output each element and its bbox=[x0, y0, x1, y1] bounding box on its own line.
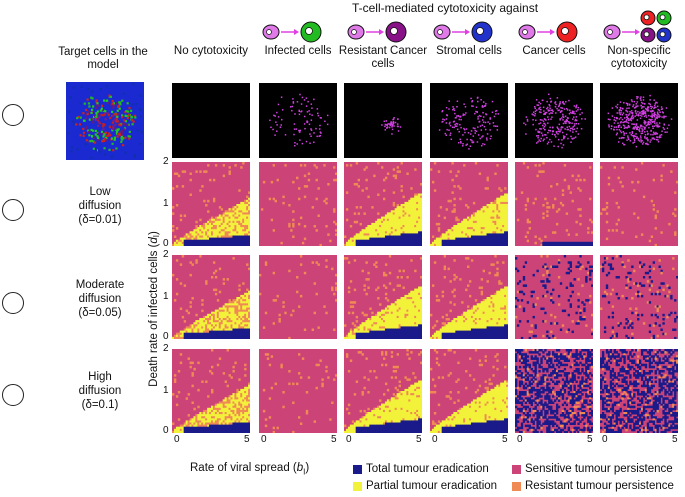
phase-panel-r1-c2 bbox=[344, 162, 422, 246]
legend-swatch-0 bbox=[353, 465, 362, 474]
phase-panel-r3-c3 bbox=[430, 349, 508, 433]
phase-panel-r2-c3 bbox=[430, 255, 508, 339]
row-label-d: High diffusion (δ=0.1) bbox=[60, 370, 140, 412]
x-tick-label: 0 bbox=[174, 434, 180, 445]
y-tick-label: 2 bbox=[163, 249, 169, 260]
resistant-cancer-cell-icon bbox=[347, 21, 407, 43]
target-cells-image bbox=[66, 82, 144, 160]
x-tick-label: 0 bbox=[261, 434, 267, 445]
column-header-4: Cancer cells bbox=[522, 45, 586, 57]
simulation-snapshot-0 bbox=[172, 83, 250, 158]
row-letter-b bbox=[2, 199, 24, 221]
phase-panel-r3-c2 bbox=[344, 349, 422, 433]
row-letter-a bbox=[2, 104, 24, 126]
row-letter-d bbox=[2, 384, 24, 406]
y-tick-label: 1 bbox=[163, 385, 169, 396]
phase-panel-r3-c1 bbox=[259, 349, 337, 433]
y-tick-label: 2 bbox=[163, 156, 169, 167]
phase-panel-r2-c1 bbox=[259, 255, 337, 339]
legend-label-1: Sensitive tumour persistence bbox=[525, 463, 673, 475]
x-tick-label: 0 bbox=[602, 434, 608, 445]
phase-panel-r2-c0 bbox=[172, 255, 250, 339]
y-tick-label: 0 bbox=[163, 425, 169, 436]
y-tick-label: 1 bbox=[163, 291, 169, 302]
y-axis-label: Death rate of infected cells (dI) bbox=[146, 170, 160, 448]
row-letter-c bbox=[2, 292, 24, 314]
x-tick-label: 0 bbox=[346, 434, 352, 445]
stromal-cell-icon bbox=[433, 21, 493, 43]
x-tick-label: 0 bbox=[432, 434, 438, 445]
column-header-0: No cytotoxicity bbox=[173, 45, 249, 57]
y-tick-label: 0 bbox=[163, 331, 169, 342]
simulation-snapshot-5 bbox=[600, 83, 678, 158]
column-header-2: Resistant Cancer cells bbox=[338, 45, 428, 70]
y-tick-label: 0 bbox=[163, 238, 169, 249]
target-cells-label: Target cells in the model bbox=[58, 46, 148, 71]
legend-swatch-3 bbox=[512, 482, 521, 491]
all-cells-icon bbox=[603, 10, 672, 43]
row-label-line1: High bbox=[88, 371, 112, 383]
cancer-cell-icon bbox=[518, 21, 578, 43]
legend-swatch-2 bbox=[353, 482, 362, 491]
x-tick-label: 5 bbox=[672, 434, 678, 445]
legend-label-3: Resistant tumour persistence bbox=[525, 480, 674, 492]
row-label-b: Low diffusion (δ=0.01) bbox=[60, 185, 140, 227]
phase-panel-r2-c5 bbox=[600, 255, 678, 339]
row-label-delta: (δ=0.1) bbox=[81, 399, 119, 411]
column-header-5: Non-specific cytotoxicity bbox=[607, 45, 671, 70]
y-axis-label-main: Death rate of infected cells ( bbox=[148, 243, 160, 386]
row-label-c: Moderate diffusion (δ=0.05) bbox=[60, 278, 140, 320]
phase-panel-r3-c4 bbox=[515, 349, 593, 433]
x-tick-label: 5 bbox=[416, 434, 422, 445]
legend-label-2: Partial tumour eradication bbox=[366, 480, 498, 492]
phase-panel-r3-c0 bbox=[172, 349, 250, 433]
phase-panel-r1-c1 bbox=[259, 162, 337, 246]
phase-panel-r1-c3 bbox=[430, 162, 508, 246]
simulation-snapshot-1 bbox=[259, 83, 337, 158]
super-title: T-cell-mediated cytotoxicity against bbox=[351, 1, 539, 15]
simulation-snapshot-3 bbox=[430, 83, 508, 158]
y-tick-label: 1 bbox=[163, 198, 169, 209]
column-header-1: Infected cells bbox=[264, 45, 332, 57]
x-tick-label: 0 bbox=[517, 434, 523, 445]
infected-cell-icon bbox=[262, 21, 322, 43]
row-label-line1: Low bbox=[89, 186, 111, 198]
x-axis-label: Rate of viral spread (bI) bbox=[190, 462, 310, 477]
phase-panel-r2-c2 bbox=[344, 255, 422, 339]
row-label-line2: diffusion bbox=[78, 385, 122, 397]
x-tick-label: 5 bbox=[244, 434, 250, 445]
phase-panel-r1-c5 bbox=[600, 162, 678, 246]
column-header-3: Stromal cells bbox=[436, 45, 502, 57]
row-label-line2: diffusion bbox=[78, 293, 122, 305]
simulation-snapshot-2 bbox=[344, 83, 422, 158]
simulation-snapshot-4 bbox=[515, 83, 593, 158]
row-label-line2: diffusion bbox=[78, 200, 122, 212]
phase-panel-r3-c5 bbox=[600, 349, 678, 433]
x-tick-label: 5 bbox=[587, 434, 593, 445]
x-tick-label: 5 bbox=[502, 434, 508, 445]
x-tick-label: 5 bbox=[331, 434, 337, 445]
phase-panel-r1-c0 bbox=[172, 162, 250, 246]
row-label-line1: Moderate bbox=[75, 279, 125, 291]
row-label-delta: (δ=0.01) bbox=[78, 214, 122, 226]
row-label-delta: (δ=0.05) bbox=[78, 307, 122, 319]
phase-panel-r1-c4 bbox=[515, 162, 593, 246]
legend-swatch-1 bbox=[512, 465, 521, 474]
phase-panel-r2-c4 bbox=[515, 255, 593, 339]
legend-label-0: Total tumour eradication bbox=[366, 463, 489, 475]
y-tick-label: 2 bbox=[163, 343, 169, 354]
